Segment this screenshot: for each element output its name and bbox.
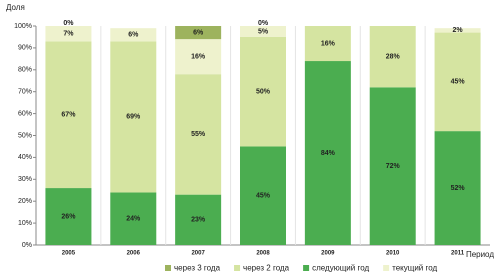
data-label: 5% [258, 28, 269, 35]
bar-segment [175, 194, 222, 245]
data-label: 67% [61, 112, 76, 119]
data-label: 16% [321, 40, 336, 47]
legend-swatch [383, 265, 390, 271]
legend-swatch [303, 265, 310, 271]
data-label: 23% [191, 217, 206, 224]
data-label: 0% [63, 20, 74, 27]
data-label: 2% [453, 27, 464, 34]
bar-segment [434, 32, 481, 132]
x-tick-label: 2008 [256, 251, 270, 257]
bar-segment [175, 39, 222, 75]
legend-label: следующий год [312, 264, 369, 273]
y-tick-label: 30% [18, 176, 32, 183]
y-axis-label: Доля [6, 3, 25, 12]
data-label: 52% [451, 185, 466, 192]
y-tick-label: 70% [18, 89, 32, 96]
data-label: 69% [126, 114, 141, 121]
data-label: 55% [191, 131, 206, 138]
y-tick-label: 40% [18, 154, 32, 161]
data-label: 24% [126, 216, 141, 223]
data-label: 16% [191, 54, 206, 61]
legend-label: текущий год [392, 264, 437, 273]
y-tick-label: 10% [18, 220, 32, 227]
y-tick-label: 90% [18, 45, 32, 52]
x-tick-label: 2010 [386, 251, 400, 257]
y-tick-label: 50% [18, 132, 32, 139]
bar-segment [369, 87, 416, 245]
data-label: 7% [63, 31, 74, 38]
y-tick-label: 60% [18, 110, 32, 117]
legend-swatch [234, 265, 241, 271]
y-tick-label: 20% [18, 198, 32, 205]
y-tick-label: 100% [14, 23, 32, 30]
bar-segment [110, 192, 157, 245]
data-label: 45% [256, 193, 271, 200]
bar-segment [240, 26, 286, 37]
x-axis-label: Период [466, 250, 494, 259]
x-tick-label: 2006 [127, 251, 141, 257]
bar-segment [110, 28, 157, 42]
bar-segment [175, 26, 222, 40]
legend-label: через 3 года [174, 264, 221, 273]
x-tick-label: 2009 [321, 251, 335, 257]
bar-segment [45, 41, 92, 189]
data-label: 0% [258, 20, 269, 27]
data-label: 50% [256, 89, 271, 96]
bar-segment [45, 26, 92, 42]
data-label: 26% [61, 213, 76, 220]
data-label: 6% [193, 29, 204, 36]
bar-segment [110, 41, 157, 193]
bar-segment [45, 188, 92, 245]
bar-segment [304, 61, 351, 245]
bar-segment [175, 74, 222, 195]
data-label: 84% [321, 150, 336, 157]
legend-label: через 2 года [243, 264, 290, 273]
bar-segment [304, 26, 351, 62]
y-tick-label: 0% [22, 242, 32, 249]
x-tick-label: 2011 [451, 251, 465, 257]
data-label: 28% [386, 54, 401, 61]
x-tick-label: 2005 [62, 251, 76, 257]
bar-segment [434, 28, 481, 33]
bar-segment [240, 146, 286, 245]
data-label: 72% [386, 163, 401, 170]
y-tick-label: 80% [18, 67, 32, 74]
bar-segment [434, 131, 481, 245]
data-label: 45% [451, 79, 466, 86]
data-label: 6% [128, 32, 139, 39]
legend-swatch [165, 265, 171, 271]
x-tick-label: 2007 [191, 251, 205, 257]
bar-segment [369, 26, 416, 88]
bar-segment [240, 36, 286, 147]
